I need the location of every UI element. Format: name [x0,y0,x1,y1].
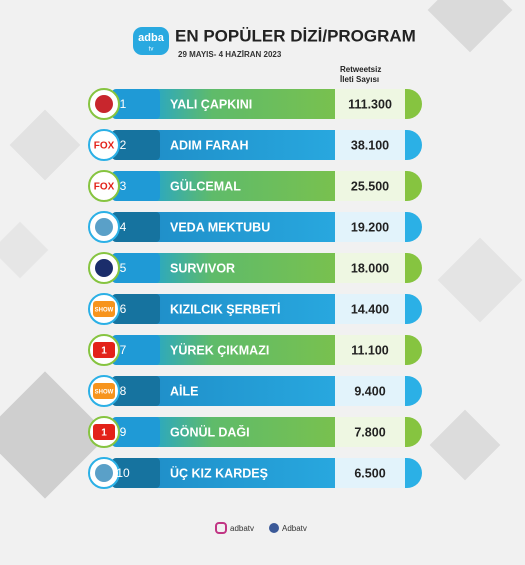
logo-sub: tv [149,47,154,53]
value-cell [335,376,405,406]
instagram-handle: adbatv [230,524,254,533]
footer: adbatv Adbatv [215,522,307,534]
channel-mark [95,218,113,236]
value-cell [335,417,405,447]
value-cell [335,294,405,324]
rank-cell [112,171,160,201]
program-name: VEDA MEKTUBU [170,220,270,234]
value-cell [335,458,405,488]
rank: 7 [120,343,127,357]
subtitle: 29 MAYIS- 4 HAZİRAN 2023 [178,50,282,59]
value: 25.500 [351,179,389,193]
channel-mark [93,424,115,440]
value: 111.300 [348,97,392,111]
rank: 3 [120,179,127,193]
program-name: SURVIVOR [170,261,235,275]
title: EN POPÜLER DİZİ/PROGRAM [175,26,416,45]
channel-text: 1 [101,428,107,439]
rank-cell [112,212,160,242]
rank-cell [112,89,160,119]
rank: 8 [120,384,127,398]
program-name: KIZILCIK ŞERBETİ [170,301,280,316]
rank: 6 [120,302,127,316]
value: 38.100 [351,138,389,152]
column-header: İleti Sayısı [340,75,379,84]
channel-mark [95,464,113,482]
channel-mark [95,95,113,113]
rank: 9 [120,425,127,439]
value: 18.000 [351,261,389,275]
rank: 5 [120,261,127,275]
program-name: ADIM FARAH [170,138,248,152]
channel-mark [93,178,115,194]
column-header: Retweetsiz [340,65,381,74]
program-name: YALI ÇAPKINI [170,97,252,111]
channel-text: 1 [101,346,107,357]
facebook-handle: Adbatv [282,524,307,533]
channel-mark [93,137,115,153]
value: 11.100 [351,343,389,357]
rank-cell [112,294,160,324]
logo-text: adba [138,32,165,44]
rank: 2 [120,138,127,152]
value: 6.500 [354,466,385,480]
rank-cell [112,376,160,406]
channel-text: SHOW [95,308,114,314]
channel-mark [93,383,115,399]
rank: 10 [116,466,130,480]
rank-cell [112,130,160,160]
value: 7.800 [354,425,385,439]
value-cell [335,335,405,365]
program-name: ÜÇ KIZ KARDEŞ [170,465,268,480]
value-cell [335,171,405,201]
channel-mark [93,342,115,358]
value: 9.400 [354,384,385,398]
program-name: GÖNÜL DAĞI [170,424,250,439]
program-name: YÜREK ÇIKMAZI [170,342,269,357]
value-cell [335,212,405,242]
rank: 4 [120,220,127,234]
channel-mark [93,301,115,317]
channel-text: SHOW [95,390,114,396]
value-cell [335,253,405,283]
value: 19.200 [351,220,389,234]
rank: 1 [120,97,127,111]
program-name: AİLE [170,383,198,398]
channel-mark [95,259,113,277]
logo-badge [133,27,169,55]
channel-text: FOX [94,141,115,152]
value: 14.400 [351,302,389,316]
rank-cell [112,417,160,447]
program-name: GÜLCEMAL [170,178,241,193]
rank-cell [112,335,160,365]
channel-text: FOX [94,182,115,193]
rank-cell [112,458,160,488]
value-cell [335,130,405,160]
rank-cell [112,253,160,283]
value-cell [335,89,405,119]
